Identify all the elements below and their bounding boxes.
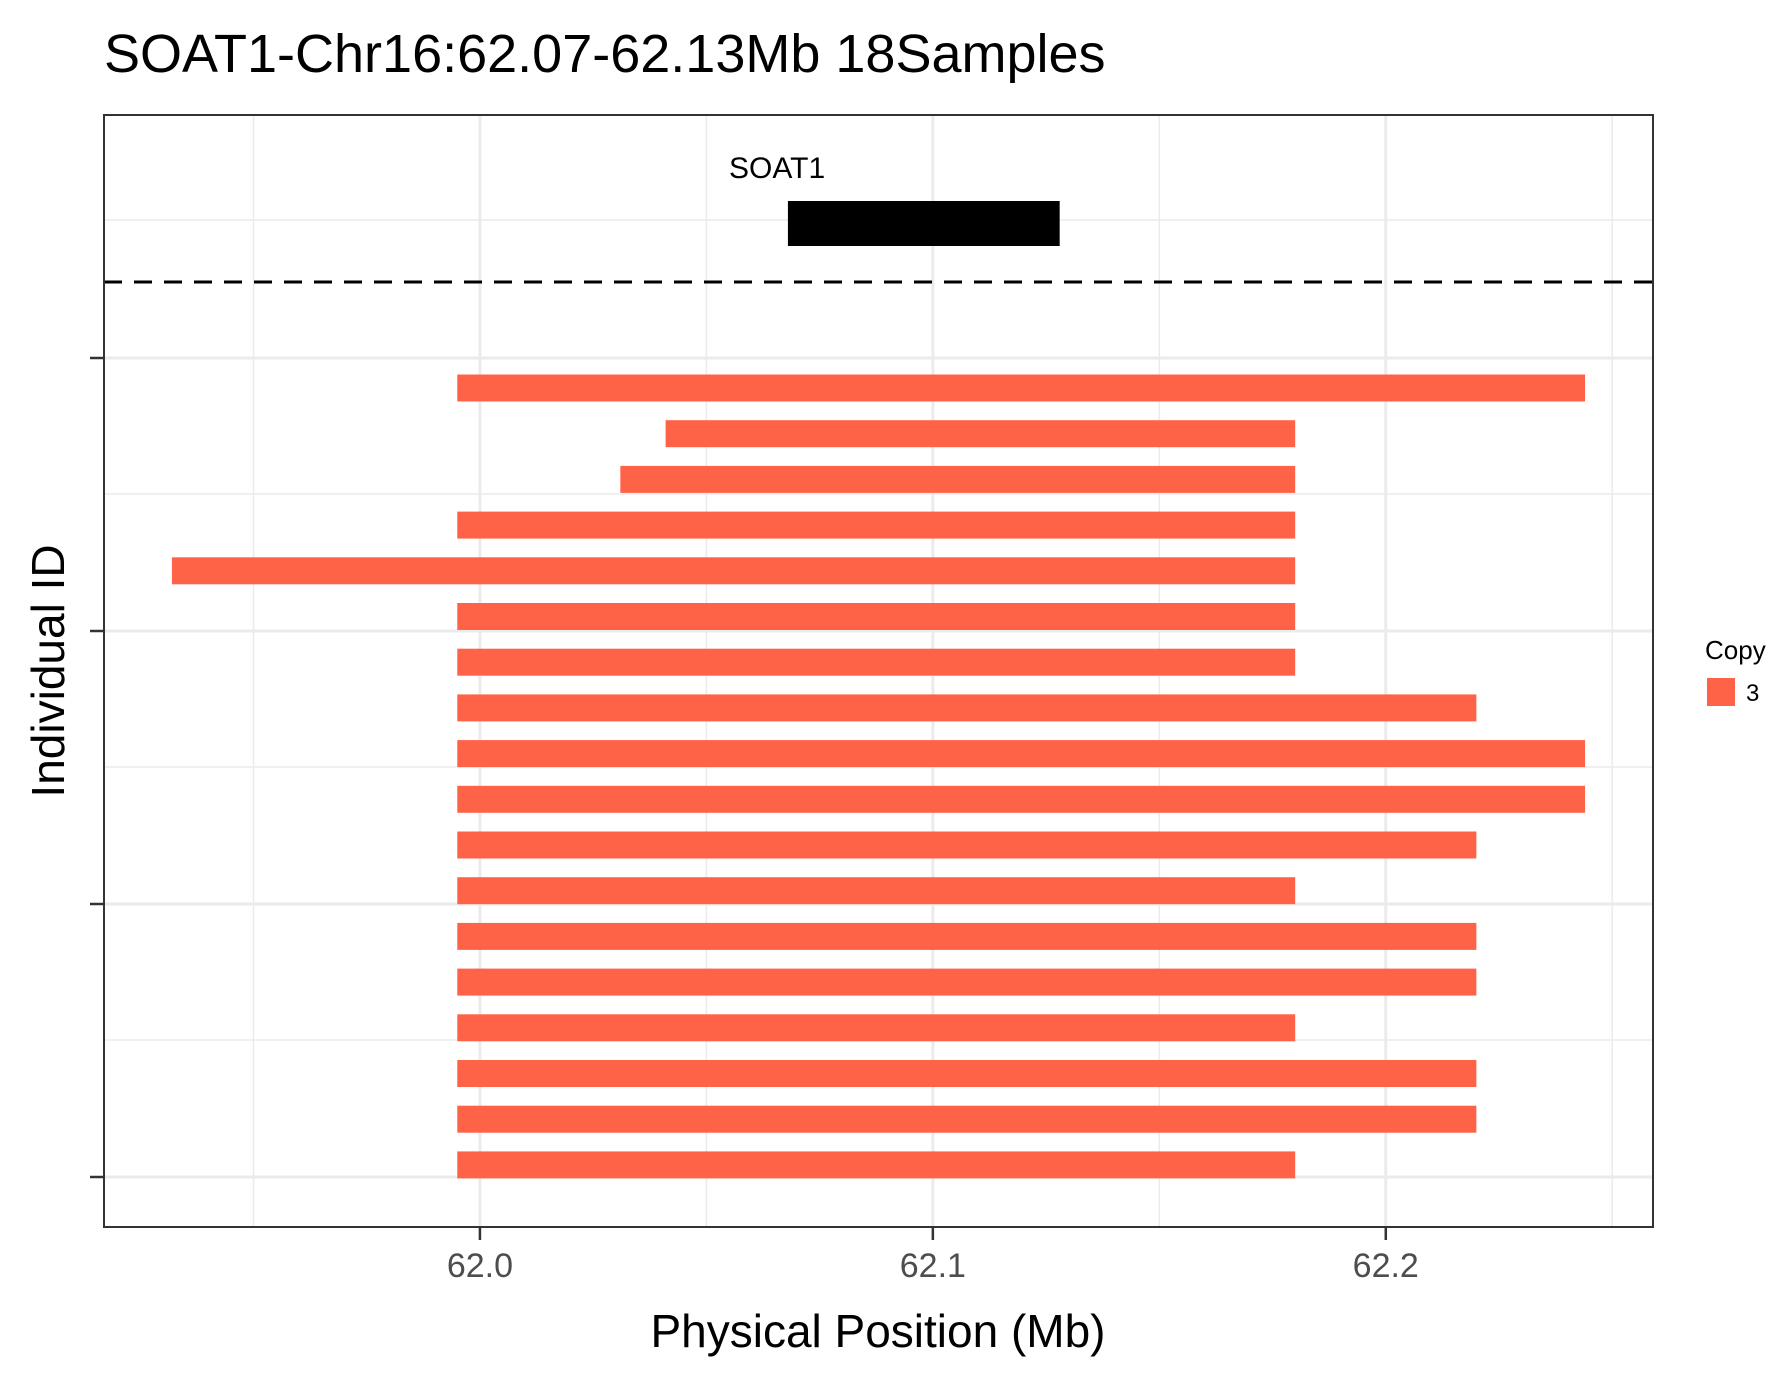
cnv-segment bbox=[457, 831, 1477, 859]
y-axis-ticks bbox=[90, 356, 104, 1179]
legend-label: 3 bbox=[1746, 680, 1759, 707]
gene-track: SOAT1 bbox=[729, 152, 1060, 246]
chart-title: SOAT1-Chr16:62.07-62.13Mb 18Samples bbox=[104, 24, 1106, 84]
cnv-segment bbox=[457, 374, 1586, 402]
panel-border bbox=[103, 114, 1654, 1228]
x-axis-title: Physical Position (Mb) bbox=[650, 1305, 1105, 1357]
x-tick-label: 62.0 bbox=[447, 1247, 513, 1285]
cnv-segment bbox=[457, 1060, 1477, 1087]
cnv-segment bbox=[620, 465, 1296, 493]
gene-label: SOAT1 bbox=[729, 152, 825, 185]
legend-title: Copy bbox=[1705, 635, 1766, 665]
cnv-segment bbox=[457, 1014, 1296, 1042]
y-axis-title: Individual ID bbox=[22, 544, 74, 797]
x-tick-label: 62.1 bbox=[900, 1247, 966, 1285]
cnv-segment bbox=[457, 968, 1477, 996]
x-tick-label: 62.2 bbox=[1353, 1247, 1419, 1285]
cnv-segment bbox=[457, 694, 1477, 722]
cnv-segment bbox=[457, 1151, 1296, 1179]
plot-panel: SOAT1 bbox=[103, 114, 1654, 1228]
segments-layer bbox=[171, 374, 1586, 1179]
cnv-segment bbox=[457, 922, 1477, 950]
cnv-segment bbox=[665, 420, 1296, 448]
cnv-segment bbox=[457, 1105, 1477, 1133]
cnv-segment bbox=[457, 511, 1296, 539]
cnv-segment bbox=[457, 740, 1586, 768]
cnv-segment bbox=[457, 603, 1296, 630]
cnv-segment bbox=[171, 557, 1296, 585]
cnv-segment bbox=[457, 877, 1296, 905]
legend: Copy 3 bbox=[1705, 635, 1766, 707]
legend-swatch bbox=[1707, 678, 1735, 706]
cnv-segment bbox=[457, 648, 1296, 676]
cnv-segment bbox=[457, 785, 1586, 813]
gene-bar bbox=[787, 201, 1060, 246]
x-axis: 62.0 62.1 62.2 bbox=[447, 1227, 1419, 1285]
